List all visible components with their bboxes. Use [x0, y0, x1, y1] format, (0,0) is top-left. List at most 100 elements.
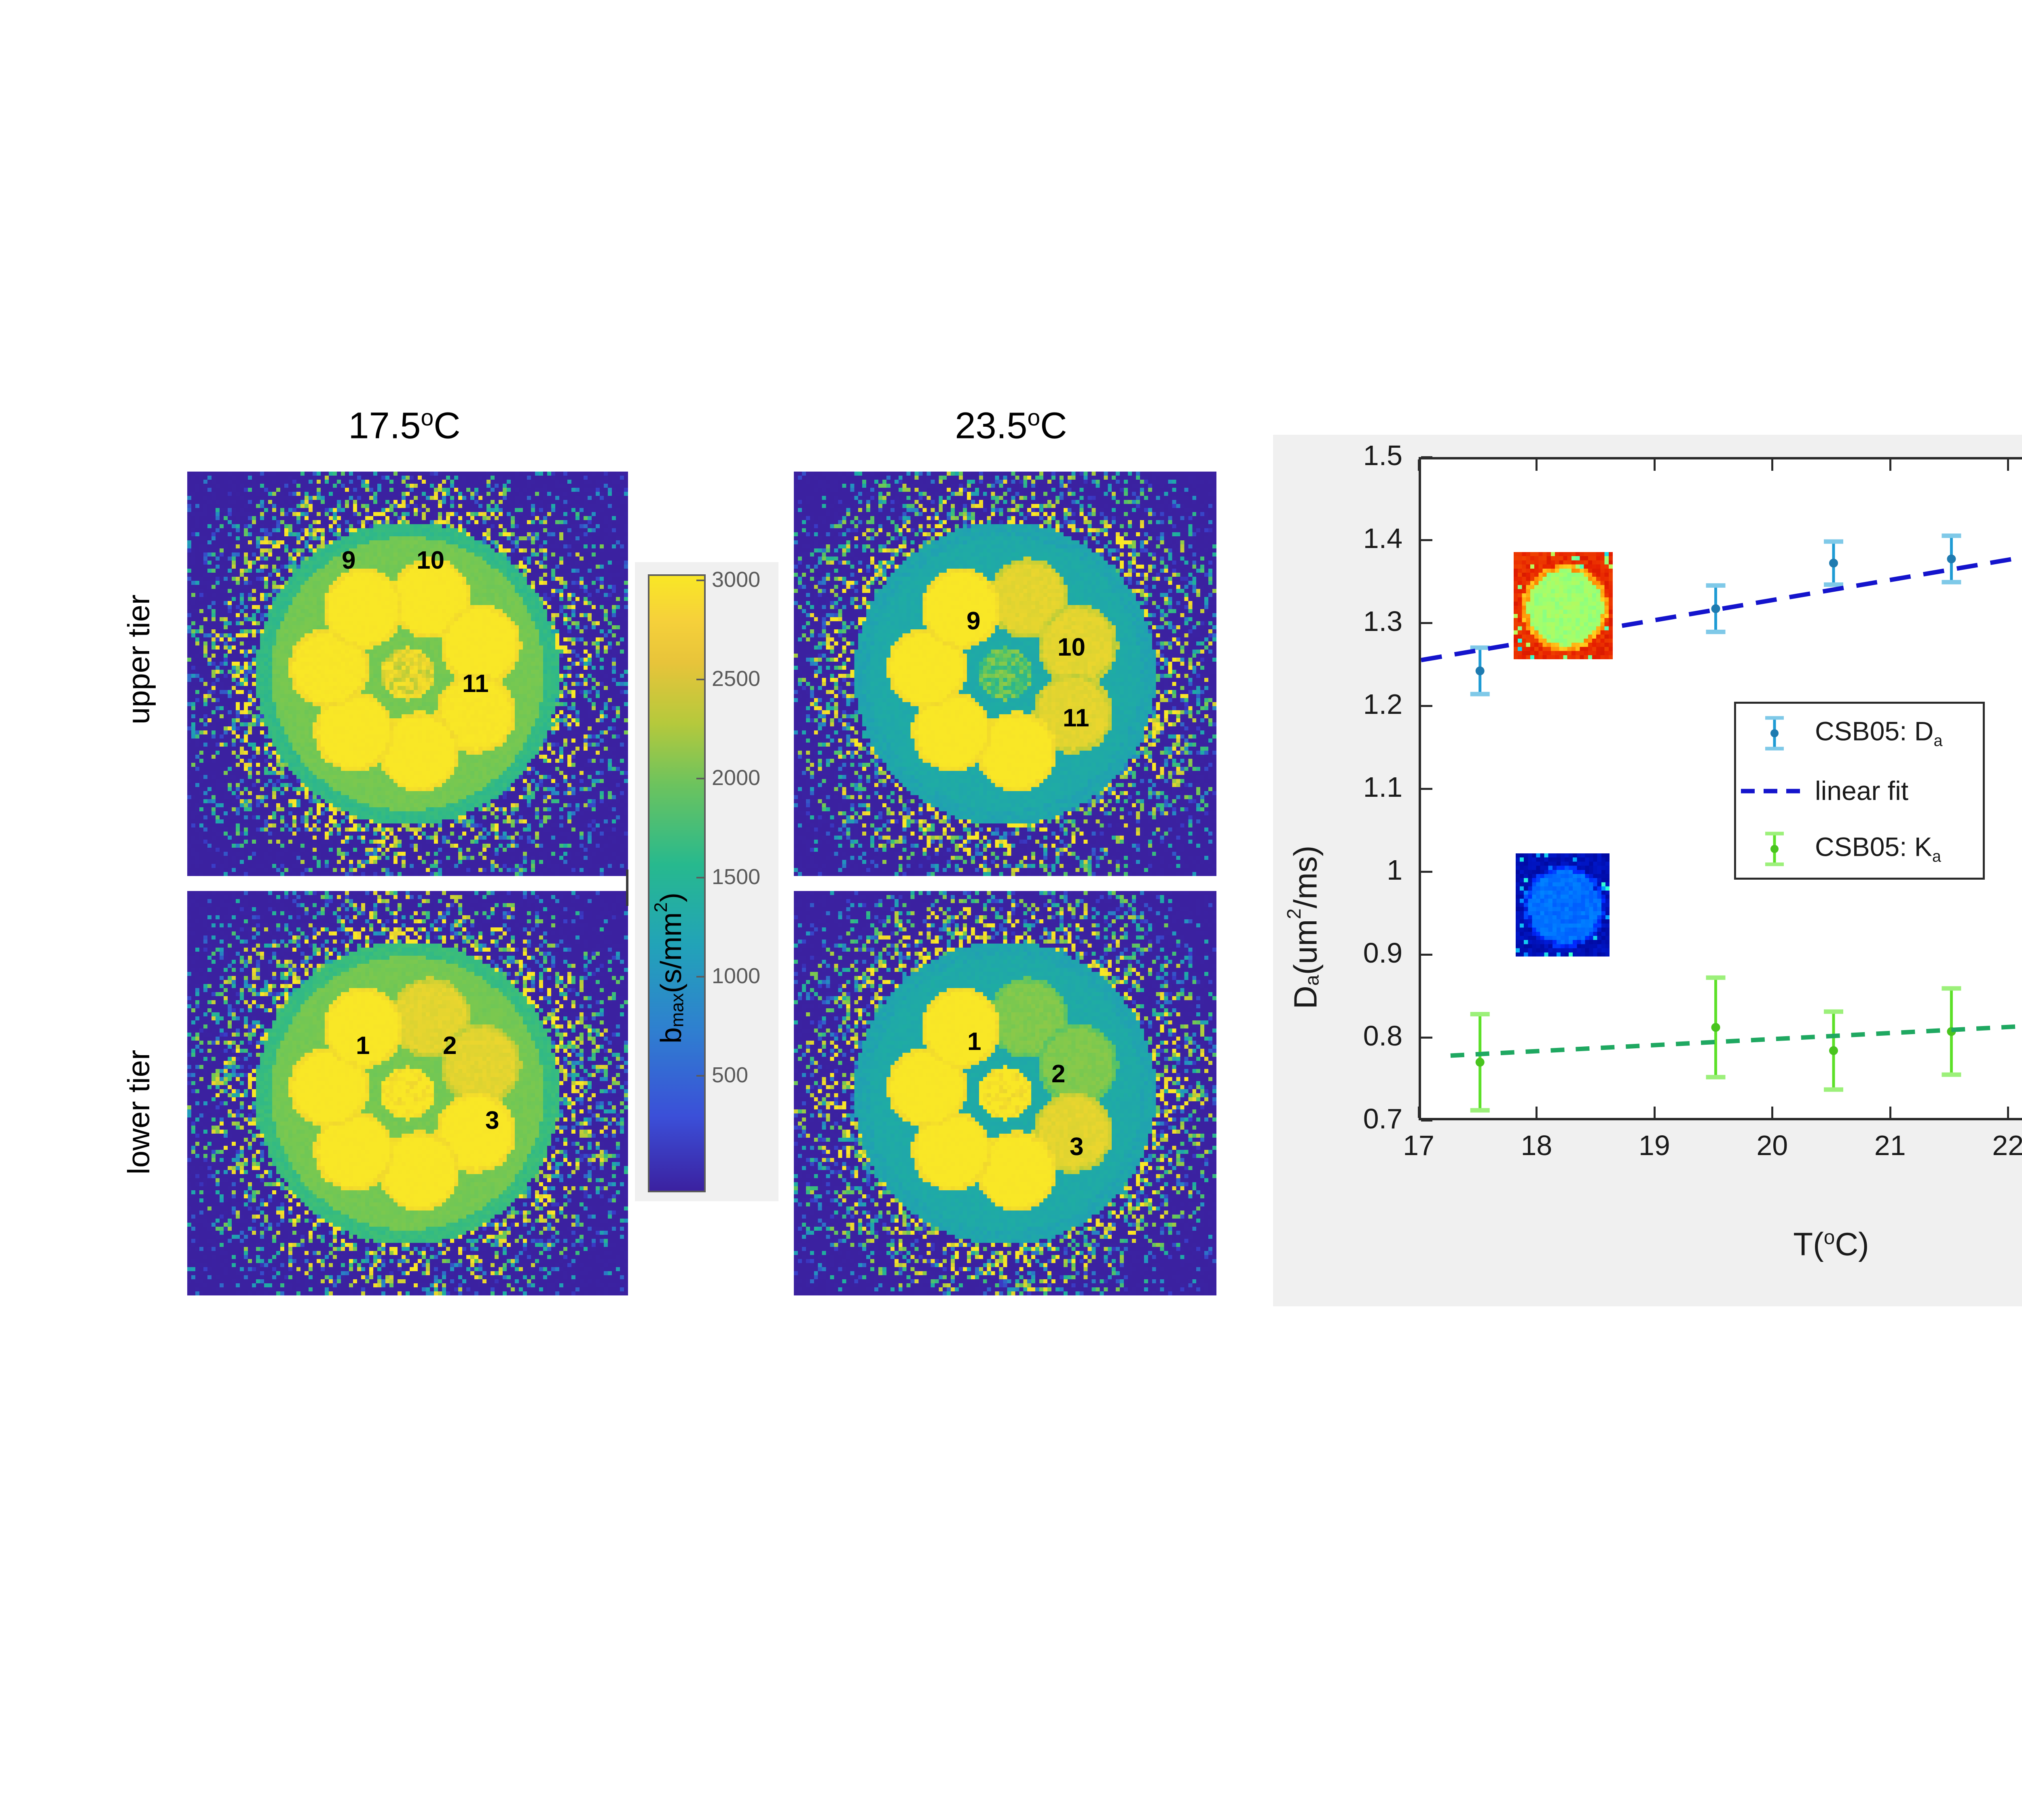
y-tick-label: 0.7 — [1363, 1103, 1402, 1134]
colorbar-gradient — [648, 574, 706, 1192]
inset-ka-low — [1516, 853, 1610, 957]
roi-label-2: 2 — [443, 1032, 457, 1060]
x-tick-label: 20 — [1756, 1130, 1788, 1161]
roi-label-2-235c: 2 — [1051, 1060, 1066, 1088]
x-tick-label: 21 — [1874, 1130, 1906, 1161]
datapoint-marker — [1711, 604, 1720, 613]
mri-panel-upper-235c[interactable] — [794, 472, 1216, 876]
xlabel-deg: o — [1823, 1226, 1835, 1249]
x-tick-label: 18 — [1521, 1130, 1552, 1161]
legend-row-da[interactable]: CSB05: Da — [1736, 704, 1983, 762]
x-tick-label: 17 — [1403, 1130, 1434, 1161]
y-tick-label: 1 — [1387, 854, 1402, 886]
legend-label-ka: CSB05: Ka — [1815, 831, 1941, 866]
datapoint-errorbar — [1470, 1012, 1490, 1113]
datapoint-errorbar — [1706, 975, 1726, 1079]
datapoint-errorbar — [1706, 583, 1726, 634]
roi-label-3-235c: 3 — [1070, 1133, 1084, 1161]
x-tick-mark — [2007, 1107, 2009, 1118]
x-tick-mark — [1889, 1107, 1891, 1118]
colorbar-tick-2500 — [696, 679, 704, 680]
chart-y-axis-label: Da(um2/ms) — [1283, 605, 1324, 1009]
y-tick-mark — [1421, 705, 1432, 707]
colorbar-label-3000: 3000 — [712, 567, 761, 592]
inset-da-low — [1514, 552, 1613, 659]
colorbar-title-b: b — [655, 1027, 687, 1043]
colorbar-label-2000: 2000 — [712, 766, 761, 790]
y-tick-label: 1.3 — [1363, 605, 1402, 637]
roi-label-1-235c: 1 — [967, 1028, 981, 1056]
colorbar-title-close: ) — [655, 892, 687, 902]
datapoint-marker — [1711, 1023, 1720, 1032]
x-tick-mark-top — [2007, 459, 2009, 471]
x-tick-mark-top — [1771, 459, 1774, 471]
legend-errorbar-blue-icon — [1765, 716, 1784, 751]
chart-x-axis-label: T(oC) — [1698, 1225, 1965, 1263]
y-tick-label: 1.5 — [1363, 440, 1402, 471]
x-tick-mark-top — [1418, 459, 1420, 471]
chart-legend[interactable]: CSB05: Da linear fit CSB05: Ka — [1734, 702, 1985, 880]
x-tick-mark — [1418, 1107, 1420, 1118]
colorbar-tick-1000 — [696, 976, 704, 978]
mri-panel-upper-175c[interactable] — [187, 472, 628, 876]
roi-label-10-235c: 10 — [1058, 633, 1085, 661]
roi-label-10: 10 — [417, 546, 444, 574]
datapoint-errorbar — [1470, 645, 1490, 696]
y-tick-label: 1.1 — [1363, 771, 1402, 803]
row-label-upper-tier: upper tier — [122, 594, 156, 724]
colorbar-title-max: max — [667, 993, 687, 1027]
colorbar-title-sq: 2 — [651, 902, 671, 912]
roi-label-1: 1 — [356, 1032, 370, 1060]
xlabel-end: C) — [1835, 1226, 1869, 1262]
y-tick-label: 0.8 — [1363, 1020, 1402, 1052]
roi-label-3: 3 — [485, 1107, 499, 1134]
panel-title-235c: 23.5oC — [793, 404, 1229, 447]
y-tick-mark — [1421, 871, 1432, 873]
x-tick-label: 22 — [1992, 1130, 2022, 1161]
roi-label-11-235c: 11 — [1063, 704, 1089, 732]
legend-label-da-main: CSB05: D — [1815, 716, 1934, 746]
colorbar-label-1000: 1000 — [712, 964, 761, 988]
y-tick-mark — [1421, 1037, 1432, 1039]
mri-panel-lower-235c[interactable] — [794, 891, 1216, 1295]
row-label-lower-tier: lower tier — [122, 1050, 156, 1175]
ylabel-sq: 2 — [1284, 908, 1305, 919]
roi-label-9-235c: 9 — [967, 607, 981, 635]
colorbar-tick-1500 — [696, 877, 704, 878]
colorbar-label-500: 500 — [712, 1063, 749, 1087]
colorbar-tick-500 — [696, 1075, 704, 1077]
datapoint-errorbar — [1942, 533, 1961, 584]
trendline-linear-fit-ka — [1450, 1024, 2022, 1058]
y-tick-mark — [1421, 456, 1432, 458]
degree-symbol-1: o — [421, 405, 434, 431]
x-tick-mark — [1653, 1107, 1656, 1118]
trendline-linear-fit — [1421, 555, 2022, 662]
x-tick-mark-top — [1889, 459, 1891, 471]
x-tick-mark-top — [1653, 459, 1656, 471]
legend-label-ka-main: CSB05: K — [1815, 832, 1932, 862]
colorbar-title: bmax(s/mm2) — [651, 696, 688, 1043]
mri-panel-lower-175c[interactable] — [187, 891, 628, 1295]
celsius-1: C — [434, 405, 461, 447]
datapoint-errorbar — [1942, 986, 1961, 1077]
y-tick-mark — [1421, 622, 1432, 624]
legend-label-da: CSB05: Da — [1815, 715, 1942, 750]
y-tick-label: 0.9 — [1363, 937, 1402, 969]
legend-row-fit[interactable]: linear fit — [1736, 762, 1983, 819]
y-tick-mark — [1421, 539, 1432, 541]
colorbar-label-2500: 2500 — [712, 667, 761, 691]
ylabel-unit: (um — [1287, 919, 1324, 975]
xlabel-T: T( — [1793, 1226, 1824, 1262]
datapoint-marker — [1829, 1046, 1838, 1055]
x-tick-mark — [1771, 1107, 1774, 1118]
legend-row-ka[interactable]: CSB05: Ka — [1736, 819, 1983, 877]
colorbar-container: 3000 2500 2000 1500 1000 500 bmax(s/mm2) — [635, 562, 778, 1201]
celsius-2: C — [1040, 405, 1067, 447]
datapoint-errorbar — [1824, 539, 1843, 587]
degree-symbol-2: o — [1027, 405, 1041, 431]
y-tick-mark — [1421, 1120, 1432, 1122]
y-tick-label: 1.4 — [1363, 523, 1402, 554]
ylabel-D: D — [1287, 986, 1324, 1009]
colorbar-title-unit: (s/mm — [655, 912, 687, 993]
